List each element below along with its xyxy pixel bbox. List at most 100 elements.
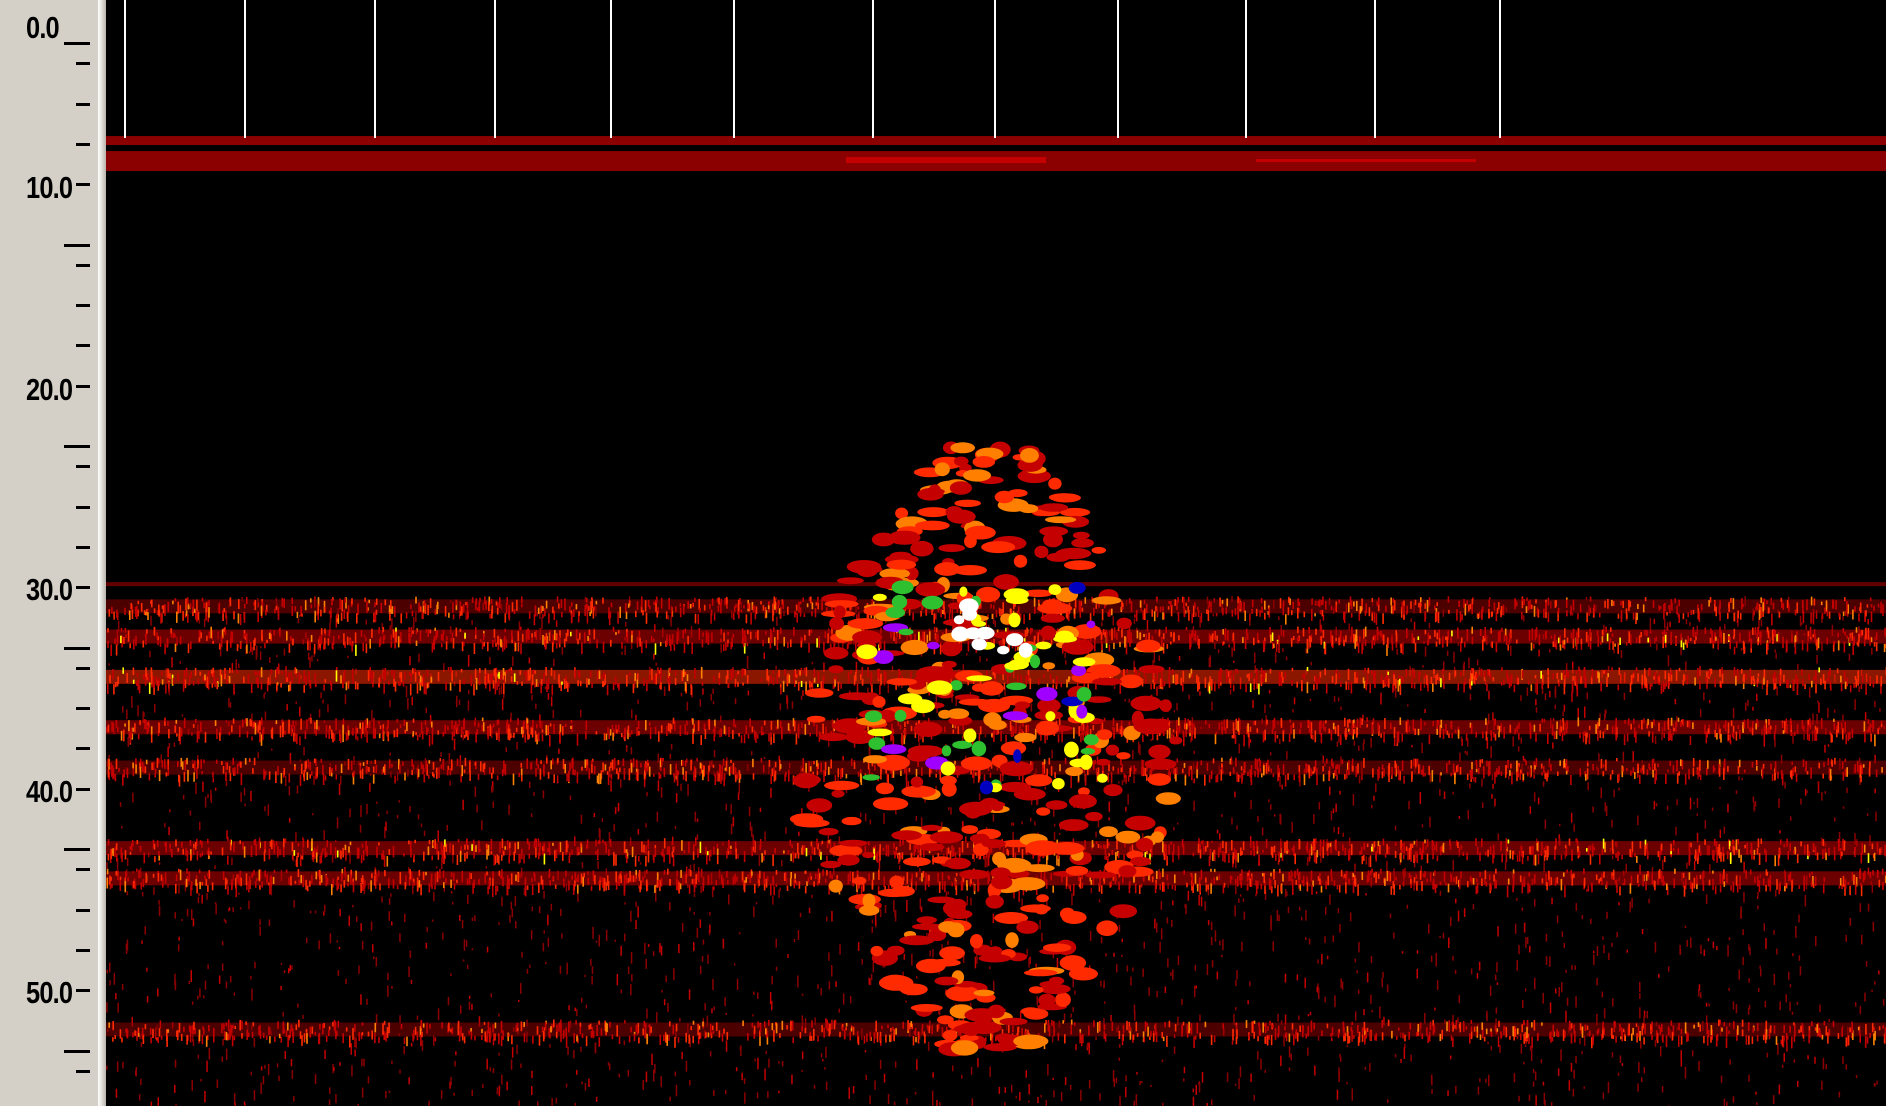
scattering-layer-echo xyxy=(1741,598,1743,610)
noise-speck xyxy=(1394,825,1397,831)
scattering-layer-echo xyxy=(617,611,619,624)
noise-speck xyxy=(370,921,373,931)
scattering-layer-echo xyxy=(442,634,444,642)
echogram-canvas[interactable] xyxy=(106,0,1886,1106)
noise-speck xyxy=(1380,692,1382,705)
scattering-layer-echo xyxy=(1620,613,1623,623)
scattering-layer-echo xyxy=(1811,680,1813,688)
scattering-layer-echo xyxy=(606,684,609,696)
scattering-layer-echo xyxy=(1322,596,1324,605)
noise-speck xyxy=(1019,1010,1022,1020)
scattering-layer-echo xyxy=(1461,614,1463,621)
noise-speck xyxy=(312,813,314,816)
scattering-layer-echo xyxy=(1331,635,1334,646)
scattering-layer-echo xyxy=(1854,606,1856,612)
noise-speck xyxy=(413,617,415,629)
noise-speck xyxy=(893,1101,896,1106)
scattering-layer-echo xyxy=(1565,669,1568,677)
scattering-layer-echo xyxy=(804,634,806,641)
scattering-layer-echo xyxy=(674,670,677,677)
scattering-layer-echo xyxy=(1081,607,1084,612)
noise-speck xyxy=(868,977,870,985)
noise-speck xyxy=(131,1016,133,1027)
noise-speck xyxy=(1337,827,1340,835)
noise-speck xyxy=(1337,697,1340,702)
noise-speck xyxy=(1235,1007,1237,1011)
scattering-layer-echo xyxy=(584,605,586,616)
scattering-layer-echo xyxy=(1161,684,1164,690)
scattering-layer-echo xyxy=(1849,684,1852,693)
scattering-layer-echo xyxy=(369,639,371,649)
noise-speck xyxy=(660,945,663,956)
scattering-layer-echo xyxy=(1869,636,1871,646)
noise-speck xyxy=(1815,935,1817,947)
echogram-display[interactable] xyxy=(106,0,1886,1106)
noise-speck xyxy=(542,943,545,952)
noise-speck xyxy=(1574,965,1576,970)
noise-speck xyxy=(998,1086,1001,1094)
scattering-layer-echo xyxy=(107,684,109,694)
noise-speck xyxy=(178,936,180,941)
scattering-layer-echo xyxy=(732,634,735,638)
scattering-layer-echo xyxy=(1664,603,1666,612)
scattering-layer-echo xyxy=(1125,643,1128,655)
scattering-layer-echo xyxy=(914,634,916,644)
scattering-layer-echo xyxy=(257,602,260,608)
scattering-layer-echo xyxy=(1047,667,1049,672)
noise-speck xyxy=(994,620,996,627)
scattering-layer-echo xyxy=(749,631,752,640)
noise-speck xyxy=(206,893,208,900)
scattering-layer-echo xyxy=(1733,636,1735,640)
noise-speck xyxy=(856,889,858,900)
scattering-layer-echo xyxy=(214,678,216,688)
scattering-layer-echo xyxy=(324,628,326,634)
noise-speck xyxy=(1458,995,1460,1004)
scattering-layer-echo xyxy=(184,613,187,618)
scattering-layer-echo xyxy=(1233,641,1236,651)
noise-speck xyxy=(1510,645,1512,656)
noise-speck xyxy=(289,753,292,764)
noise-speck xyxy=(712,701,715,705)
noise-speck xyxy=(207,794,209,799)
noise-speck xyxy=(775,665,777,670)
noise-speck xyxy=(786,695,788,704)
noise-speck xyxy=(947,891,950,895)
scattering-layer-echo xyxy=(1846,635,1848,639)
noise-speck xyxy=(1703,949,1706,957)
scattering-layer-echo xyxy=(108,609,111,617)
noise-speck xyxy=(251,736,253,741)
noise-speck xyxy=(1204,901,1206,911)
scattering-layer-echo xyxy=(691,604,694,608)
noise-speck xyxy=(1095,1036,1097,1041)
noise-speck xyxy=(1341,981,1344,990)
scattering-layer-echo xyxy=(1365,603,1368,613)
scattering-layer-echo xyxy=(626,674,628,687)
noise-speck xyxy=(961,735,964,743)
noise-speck xyxy=(222,1039,224,1046)
scattering-layer-echo xyxy=(1413,671,1416,679)
noise-speck xyxy=(223,918,226,922)
scattering-layer-echo xyxy=(1162,606,1164,612)
scattering-layer-echo xyxy=(1376,601,1378,606)
scattering-layer-echo xyxy=(129,610,131,620)
scattering-layer-echo xyxy=(351,668,354,679)
scattering-layer-echo xyxy=(585,603,588,609)
noise-speck xyxy=(1044,786,1047,790)
scattering-layer-echo xyxy=(147,612,149,620)
noise-speck xyxy=(758,855,761,866)
scattering-layer-echo xyxy=(1438,676,1441,681)
noise-speck xyxy=(1125,1086,1127,1098)
noise-speck xyxy=(952,1065,954,1072)
scattering-layer-echo xyxy=(765,631,767,635)
scattering-layer-echo xyxy=(1278,642,1280,653)
scattering-layer-echo xyxy=(1670,599,1673,606)
noise-speck xyxy=(184,880,187,892)
scattering-layer-echo xyxy=(448,612,450,618)
scattering-layer-echo xyxy=(1253,637,1255,646)
scattering-layer-echo xyxy=(463,679,465,685)
scattering-layer-echo xyxy=(800,680,803,687)
noise-speck xyxy=(1342,832,1344,837)
noise-speck xyxy=(324,1049,326,1059)
scattering-layer-echo xyxy=(976,607,978,616)
scattering-layer-echo xyxy=(186,597,189,605)
